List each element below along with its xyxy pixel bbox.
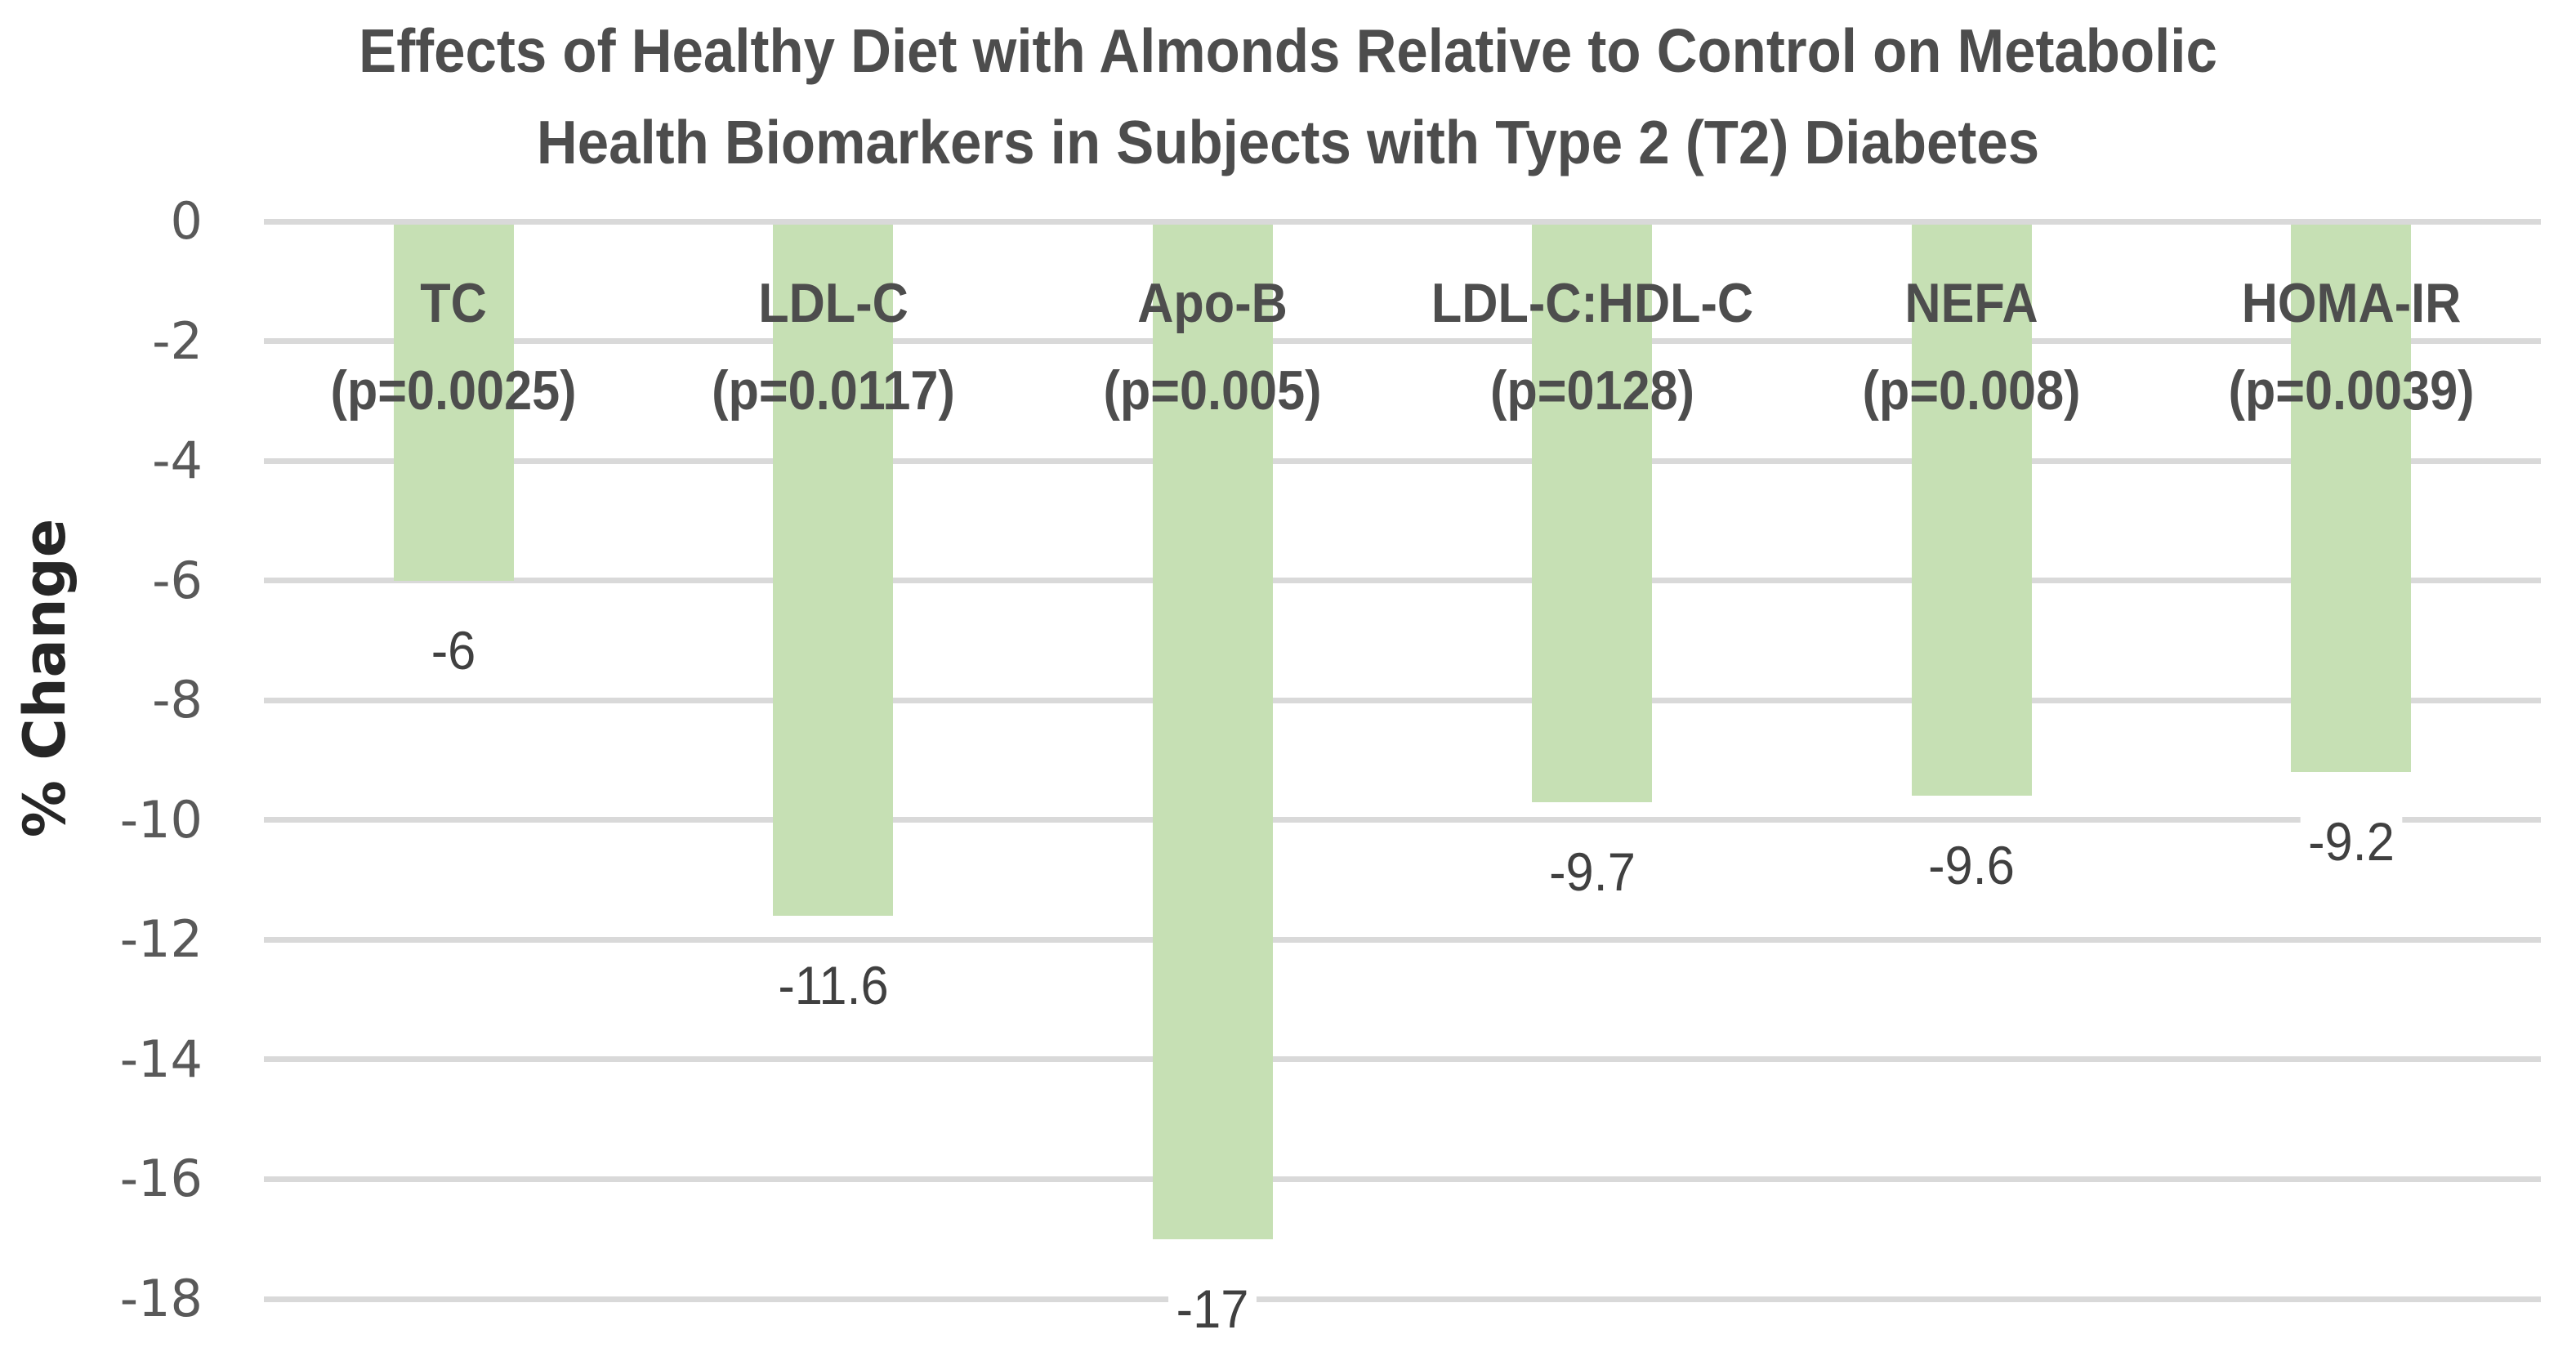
data-label-value: -11.6 [770,955,896,1015]
data-label-value: -6 [423,620,484,680]
category-name: TC [420,272,487,334]
data-label-value: -9.6 [1920,835,2023,895]
chart-title-line-1: Effects of Healthy Diet with Almonds Rel… [359,16,2217,85]
category-label-Apo-B: Apo-B (p=0.005) [984,260,1440,435]
chart-title-line-2: Health Biomarkers in Subjects with Type … [536,108,2040,176]
category-p-value: (p=0.0039) [2228,359,2475,422]
y-tick-label--16: -16 [119,1149,203,1208]
category-label-NEFA: NEFA (p=0.008) [1743,260,2199,435]
data-label-value: -9.2 [2300,811,2403,872]
gridline--10 [264,817,2541,823]
gridline--6 [264,578,2541,583]
gridline-0 [264,219,2541,225]
category-name: HOMA-IR [2241,272,2462,334]
bar-TC [394,225,514,581]
data-label-TC: -6 [301,617,605,684]
chart-title: Effects of Healthy Diet with Almonds Rel… [103,5,2473,188]
category-label-LDL-C:HDL-C: LDL-C:HDL-C (p=0128) [1364,260,1820,435]
gridline--12 [264,937,2541,943]
category-name: LDL-C:HDL-C [1431,272,1754,334]
y-tick-label--2: -2 [152,311,203,371]
y-tick-label--6: -6 [152,551,203,610]
category-name: NEFA [1904,272,2038,334]
category-p-value: (p=0.0117) [712,359,955,422]
data-label-value: -17 [1168,1278,1257,1339]
data-label-HOMA-IR: -9.2 [2199,808,2503,875]
y-tick-label--14: -14 [119,1029,203,1089]
category-p-value: (p=0.008) [1862,359,2081,422]
category-label-TC: TC (p=0.0025) [225,260,681,435]
y-tick-label--12: -12 [119,909,203,969]
y-tick-label--18: -18 [119,1269,203,1328]
category-p-value: (p=0.0025) [330,359,577,422]
gridline--18 [264,1296,2541,1302]
bar-Apo-B [1153,225,1273,1239]
category-name: Apo-B [1137,272,1288,334]
y-tick-label-0: 0 [170,191,203,251]
data-label-Apo-B: -17 [1060,1275,1364,1342]
y-tick-label--4: -4 [152,431,203,490]
category-p-value: (p=0.005) [1103,359,1322,422]
gridline--8 [264,698,2541,703]
bar-LDL-C:HDL-C [1532,225,1652,802]
gridline--14 [264,1056,2541,1062]
y-tick-label--8: -8 [152,670,203,730]
bar-NEFA [1912,225,2032,796]
gridline--2 [264,338,2541,344]
category-p-value: (p=0128) [1489,359,1695,422]
category-label-HOMA-IR: HOMA-IR (p=0.0039) [2123,260,2576,435]
gridline--4 [264,458,2541,464]
bar-LDL-C [773,225,893,916]
y-tick-label--10: -10 [119,790,203,850]
data-label-LDL-C: -11.6 [681,952,985,1019]
gridline--16 [264,1176,2541,1182]
category-label-LDL-C: LDL-C (p=0.0117) [605,260,1061,435]
data-label-NEFA: -9.6 [1819,832,2123,899]
bar-HOMA-IR [2291,225,2411,772]
category-name: LDL-C [758,272,909,334]
data-label-value: -9.7 [1541,841,1644,902]
data-label-LDL-C:HDL-C: -9.7 [1440,838,1744,905]
